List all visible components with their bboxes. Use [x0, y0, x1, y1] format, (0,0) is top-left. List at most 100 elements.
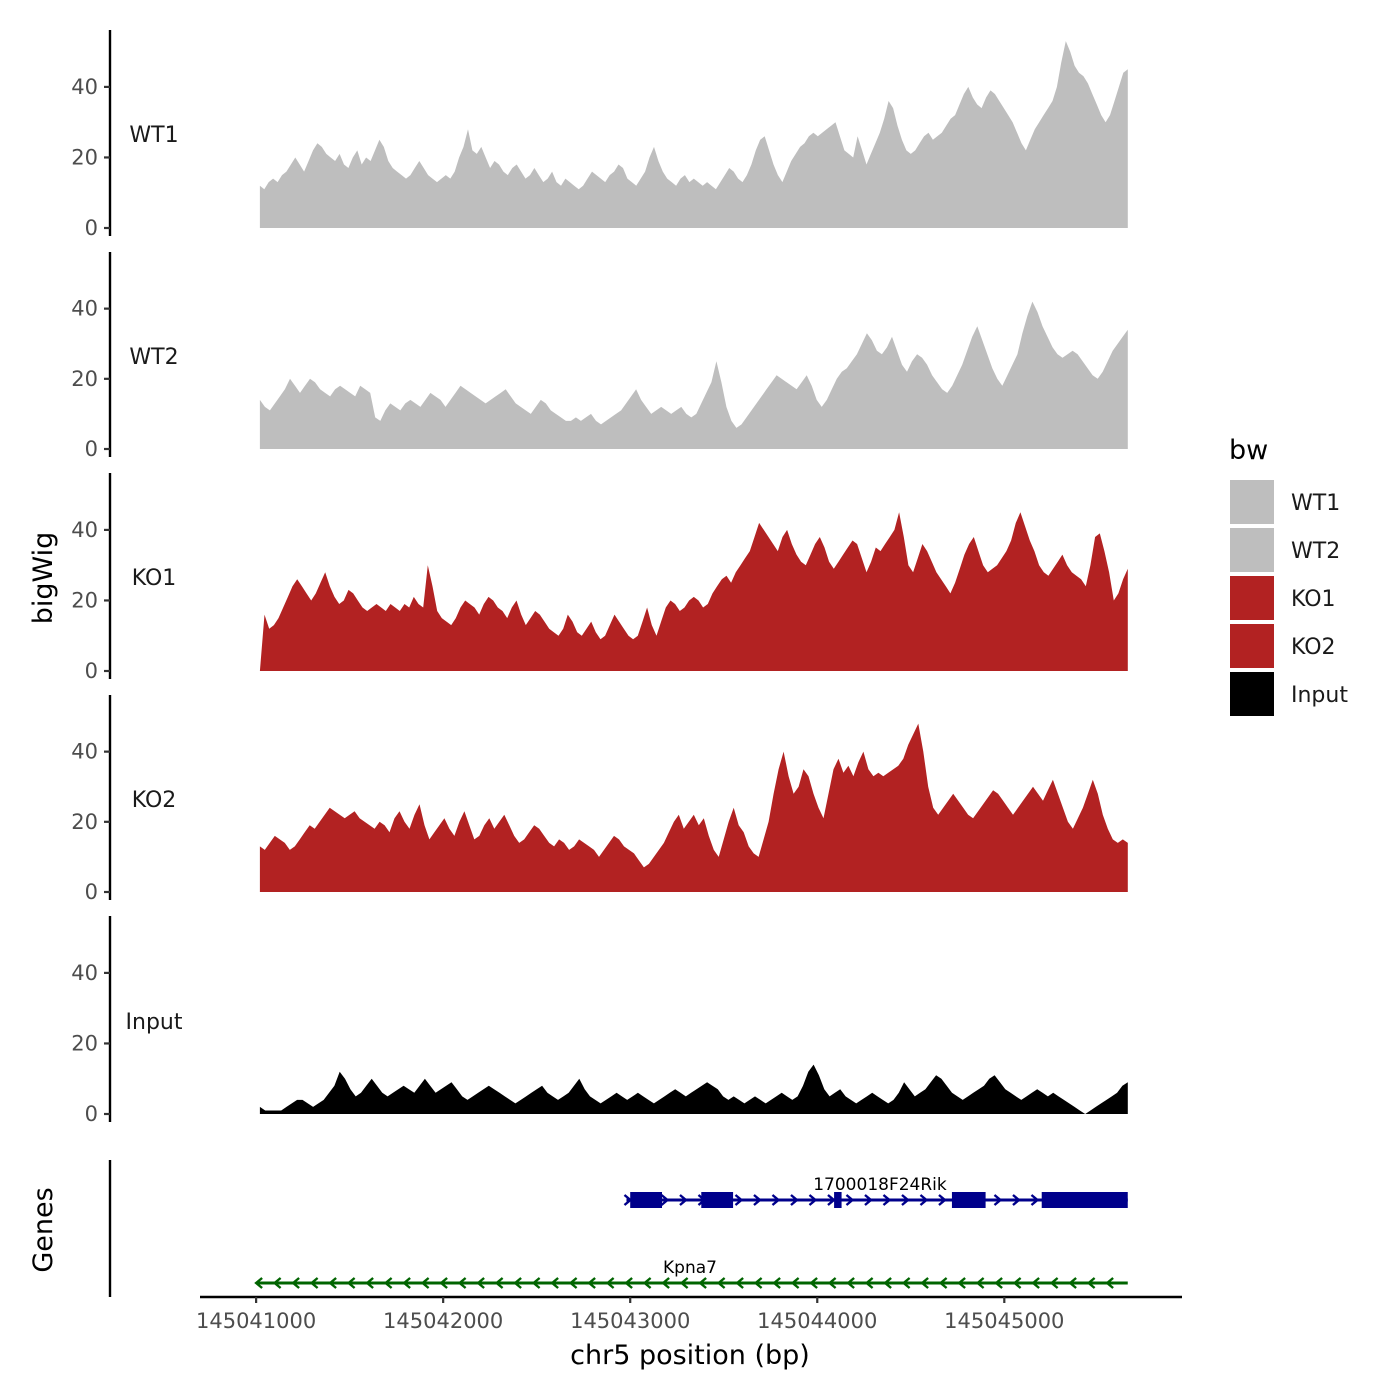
strand-arrow: [957, 1277, 966, 1289]
track-label: Input: [126, 1010, 183, 1035]
legend-item-wt1: WT1: [1230, 480, 1340, 524]
strand-arrow: [1031, 1277, 1040, 1289]
x-tick-label: 145041000: [196, 1309, 316, 1333]
strand-arrow: [901, 1277, 911, 1289]
strand-arrow: [476, 1277, 485, 1289]
strand-arrow: [1012, 1277, 1022, 1289]
y-tick-label: 20: [71, 1031, 98, 1055]
legend-item-input: Input: [1230, 672, 1348, 716]
coverage-area-ko2: [259, 723, 1128, 892]
strand-arrow: [494, 1277, 504, 1289]
strand-arrow: [975, 1277, 985, 1289]
y-tick-label: 20: [71, 810, 98, 834]
strand-arrow: [568, 1277, 578, 1289]
track-wt2: 0 20 40 WT2: [71, 252, 1128, 461]
y-tick-label: 0: [85, 1102, 98, 1126]
strand-arrow: [846, 1277, 855, 1289]
strand-arrow: [753, 1277, 763, 1289]
track-label: WT2: [129, 345, 178, 370]
strand-arrow: [864, 1194, 873, 1206]
y-axis-title: bigWig: [28, 532, 59, 625]
x-axis-title: chr5 position (bp): [570, 1340, 810, 1371]
strand-arrow: [254, 1277, 263, 1289]
strand-arrow: [531, 1277, 541, 1289]
legend-swatch: [1230, 624, 1274, 668]
y-tick-label: 0: [85, 216, 98, 240]
strand-arrow: [661, 1277, 670, 1289]
legend-label: WT2: [1291, 539, 1340, 564]
legend-item-wt2: WT2: [1230, 528, 1340, 572]
strand-arrow: [994, 1277, 1003, 1289]
y-tick-label: 0: [85, 659, 98, 683]
strand-arrow: [550, 1277, 559, 1289]
strand-arrow: [698, 1277, 707, 1289]
strand-arrow: [439, 1277, 448, 1289]
x-tick-label: 145042000: [383, 1309, 503, 1333]
legend-label: KO2: [1291, 635, 1336, 660]
legend-swatch: [1230, 672, 1274, 716]
x-tick-label: 145044000: [757, 1309, 877, 1333]
genes-track-title: Genes: [28, 1187, 59, 1272]
strand-arrow: [920, 1277, 929, 1289]
y-tick-label: 40: [71, 740, 98, 764]
x-tick-label: 145043000: [570, 1309, 690, 1333]
strand-arrow: [735, 1277, 744, 1289]
track-input: 0 20 40 Input: [71, 916, 1128, 1126]
strand-arrow: [882, 1194, 892, 1206]
strand-arrow: [809, 1277, 818, 1289]
strand-arrow: [827, 1194, 836, 1206]
strand-arrow: [328, 1277, 337, 1289]
y-tick-label: 20: [71, 367, 98, 391]
legend-swatch: [1230, 528, 1274, 572]
exon: [834, 1192, 842, 1208]
track-label: WT1: [129, 123, 178, 148]
strand-arrow: [1068, 1277, 1077, 1289]
strand-arrow: [309, 1277, 319, 1289]
legend: bw WT1 WT2 KO1 KO2 Input: [1229, 435, 1348, 716]
genes-track: 1700018F24Rik Kpna7: [108, 1160, 1128, 1297]
y-tick-label: 20: [71, 145, 98, 169]
strand-arrow: [883, 1277, 892, 1289]
legend-label: KO1: [1291, 587, 1336, 612]
strand-arrow: [1012, 1194, 1021, 1206]
strand-arrow: [457, 1277, 467, 1289]
legend-label: WT1: [1291, 491, 1340, 516]
legend-item-ko2: KO2: [1230, 624, 1336, 668]
exon: [951, 1192, 986, 1208]
strand-arrow: [383, 1277, 393, 1289]
y-tick-label: 40: [71, 297, 98, 321]
track-label: KO1: [132, 566, 177, 591]
coverage-area-input: [259, 1064, 1128, 1114]
x-axis: 145041000 145042000 145043000 145044000 1450…: [196, 1295, 1182, 1333]
strand-arrow: [679, 1277, 689, 1289]
gene-label: Kpna7: [663, 1258, 717, 1278]
strand-arrow: [1030, 1194, 1040, 1206]
strand-arrow: [808, 1194, 818, 1206]
strand-arrow: [864, 1277, 874, 1289]
legend-swatch: [1230, 576, 1274, 620]
strand-arrow: [716, 1277, 726, 1289]
strand-arrow: [513, 1277, 522, 1289]
track-wt1: 0 20 40 WT1: [71, 30, 1128, 240]
strand-arrow: [1086, 1277, 1096, 1289]
legend-swatch: [1230, 480, 1274, 524]
strand-arrow: [587, 1277, 596, 1289]
strand-arrow: [919, 1194, 929, 1206]
strand-arrow: [605, 1277, 615, 1289]
y-tick-label: 20: [71, 588, 98, 612]
track-label: KO2: [132, 788, 177, 813]
track-ko1: 0 20 40 KO1: [71, 473, 1128, 683]
track-ko2: 0 20 40 KO2: [71, 695, 1128, 904]
strand-arrow: [272, 1277, 282, 1289]
y-tick-label: 40: [71, 961, 98, 985]
exon: [630, 1192, 663, 1208]
strand-arrow: [845, 1194, 855, 1206]
y-tick-label: 40: [71, 75, 98, 99]
y-tick-label: 40: [71, 518, 98, 542]
legend-title: bw: [1229, 435, 1268, 466]
strand-arrow: [291, 1277, 300, 1289]
strand-arrow: [771, 1194, 781, 1206]
gene-label: 1700018F24Rik: [813, 1175, 947, 1195]
strand-arrow: [753, 1194, 762, 1206]
legend-label: Input: [1291, 683, 1348, 708]
